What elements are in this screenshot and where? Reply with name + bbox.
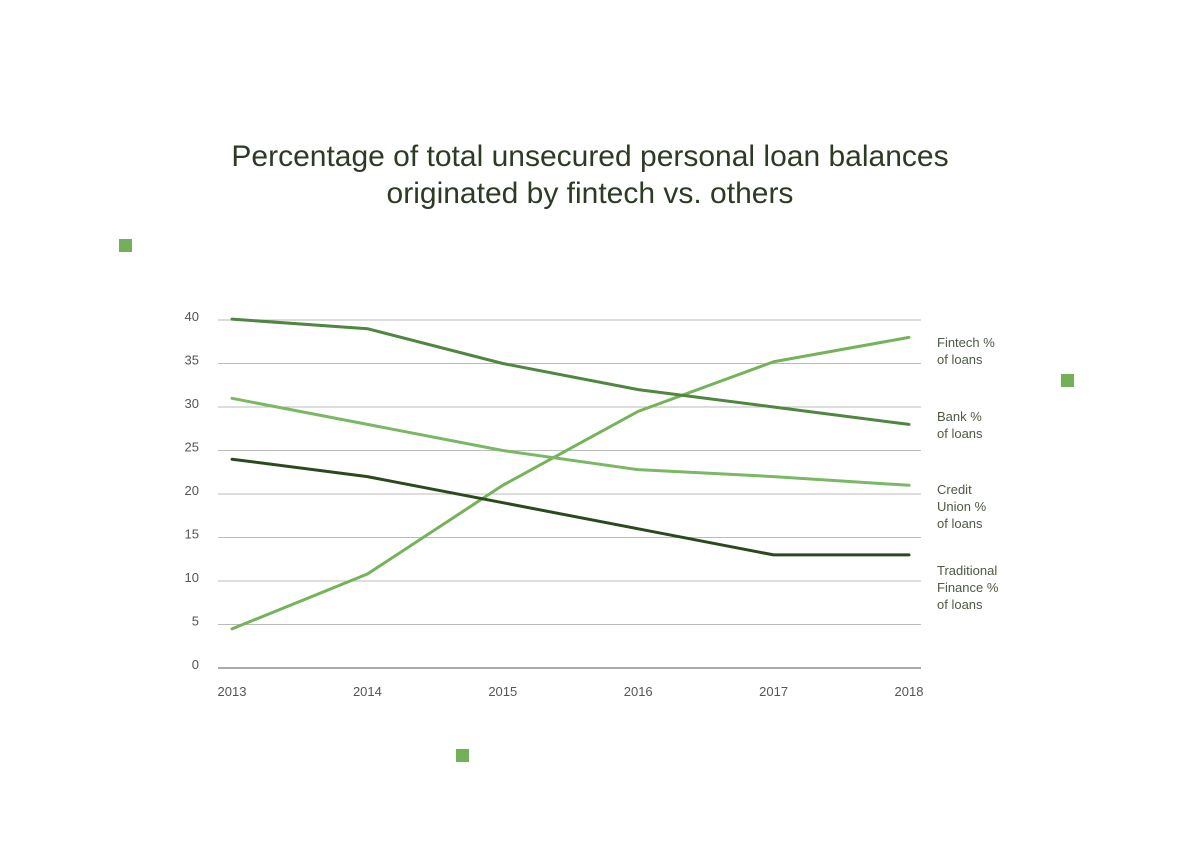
legend-label-credit-union: Credit Union % of loans: [937, 482, 987, 531]
y-tick-label: 10: [185, 570, 199, 585]
legend-label-line: of loans: [937, 597, 983, 612]
decorative-square-3: [456, 749, 469, 762]
series-line-fintech: [230, 335, 911, 631]
series-line-traditional-finance: [230, 457, 911, 557]
legend-label-line: Credit: [937, 482, 972, 497]
legend-label-traditional-finance: Traditional Finance % of loans: [937, 563, 999, 612]
chart-title: Percentage of total unsecured personal l…: [0, 138, 1180, 212]
legend-label-line: Finance %: [937, 580, 999, 595]
legend-label-line: of loans: [937, 426, 983, 441]
y-tick-label: 30: [185, 396, 199, 411]
y-tick-label: 25: [185, 440, 199, 455]
series-line-credit-union: [230, 396, 911, 487]
legend-label-line: Fintech %: [937, 335, 995, 350]
x-tick-label: 2017: [759, 684, 788, 699]
legend-label-line: Bank %: [937, 409, 982, 424]
y-tick-label: 0: [192, 657, 199, 672]
legend-label-line: Union %: [937, 499, 987, 514]
legend-label-bank: Bank % of loans: [937, 409, 983, 441]
y-tick-label: 20: [185, 483, 199, 498]
y-tick-label: 15: [185, 527, 199, 542]
x-tick-label: 2014: [353, 684, 382, 699]
y-tick-label: 35: [185, 353, 199, 368]
decorative-square-1: [119, 239, 132, 252]
legend-label-fintech: Fintech % of loans: [937, 335, 995, 367]
x-tick-label: 2018: [895, 684, 924, 699]
series-line-bank: [230, 317, 911, 426]
chart-title-line-2: originated by fintech vs. others: [386, 177, 794, 210]
x-tick-label: 2016: [624, 684, 653, 699]
legend-label-line: Traditional: [937, 563, 997, 578]
legend-label-line: of loans: [937, 352, 983, 367]
y-tick-label: 40: [185, 309, 199, 324]
y-tick-label: 5: [192, 614, 199, 629]
legend-label-line: of loans: [937, 516, 983, 531]
x-tick-label: 2015: [488, 684, 517, 699]
decorative-square-2: [1061, 374, 1074, 387]
chart-title-line-1: Percentage of total unsecured personal l…: [231, 140, 949, 173]
x-tick-label: 2013: [218, 684, 247, 699]
